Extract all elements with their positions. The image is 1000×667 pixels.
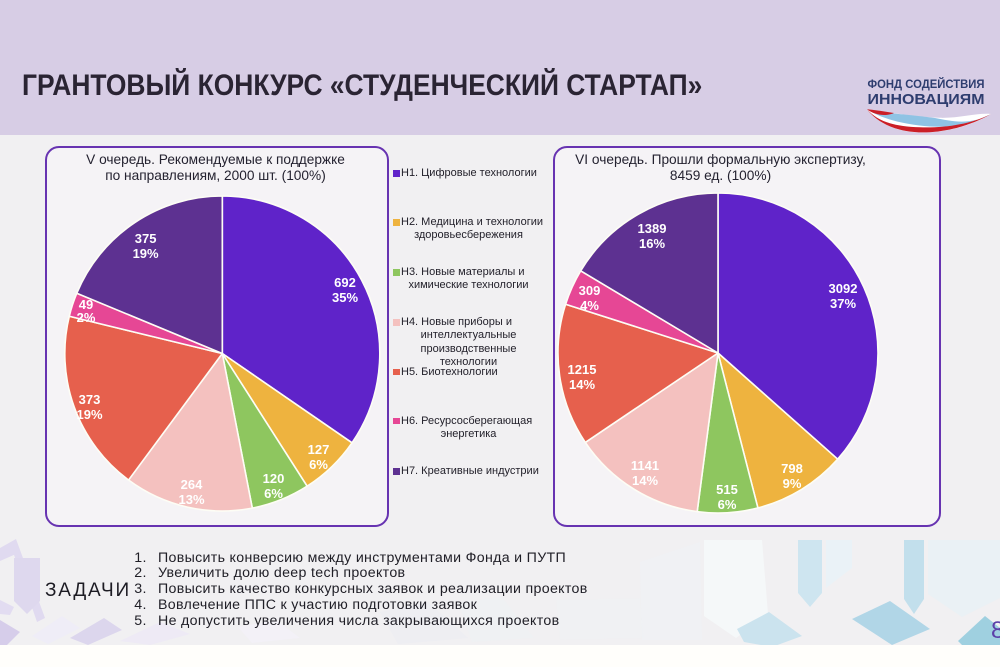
svg-text:14%: 14%	[632, 473, 658, 488]
svg-text:35%: 35%	[332, 290, 358, 305]
svg-text:1215: 1215	[568, 362, 597, 377]
svg-text:309: 309	[579, 283, 601, 298]
svg-text:9%: 9%	[783, 476, 802, 491]
svg-text:19%: 19%	[133, 246, 159, 261]
svg-text:1389: 1389	[638, 221, 667, 236]
svg-text:3092: 3092	[829, 281, 858, 296]
svg-text:13%: 13%	[178, 492, 204, 507]
svg-text:ИННОВАЦИЯМ: ИННОВАЦИЯМ	[868, 91, 985, 108]
svg-text:49: 49	[79, 297, 93, 312]
svg-text:19%: 19%	[76, 407, 102, 422]
svg-text:4%: 4%	[580, 298, 599, 313]
svg-text:375: 375	[135, 231, 157, 246]
svg-text:6%: 6%	[309, 457, 328, 472]
svg-text:6%: 6%	[718, 497, 737, 512]
svg-text:515: 515	[716, 482, 738, 497]
svg-text:6%: 6%	[264, 486, 283, 501]
svg-text:798: 798	[781, 461, 803, 476]
svg-text:127: 127	[308, 442, 330, 457]
svg-text:14%: 14%	[569, 377, 595, 392]
svg-text:2%: 2%	[77, 310, 96, 325]
svg-text:16%: 16%	[639, 236, 665, 251]
svg-text:373: 373	[79, 392, 101, 407]
svg-text:120: 120	[263, 471, 285, 486]
svg-text:264: 264	[181, 477, 203, 492]
svg-text:37%: 37%	[830, 296, 856, 311]
svg-text:692: 692	[334, 275, 356, 290]
svg-text:ФОНД СОДЕЙСТВИЯ: ФОНД СОДЕЙСТВИЯ	[868, 76, 985, 91]
svg-text:1141: 1141	[631, 458, 659, 473]
